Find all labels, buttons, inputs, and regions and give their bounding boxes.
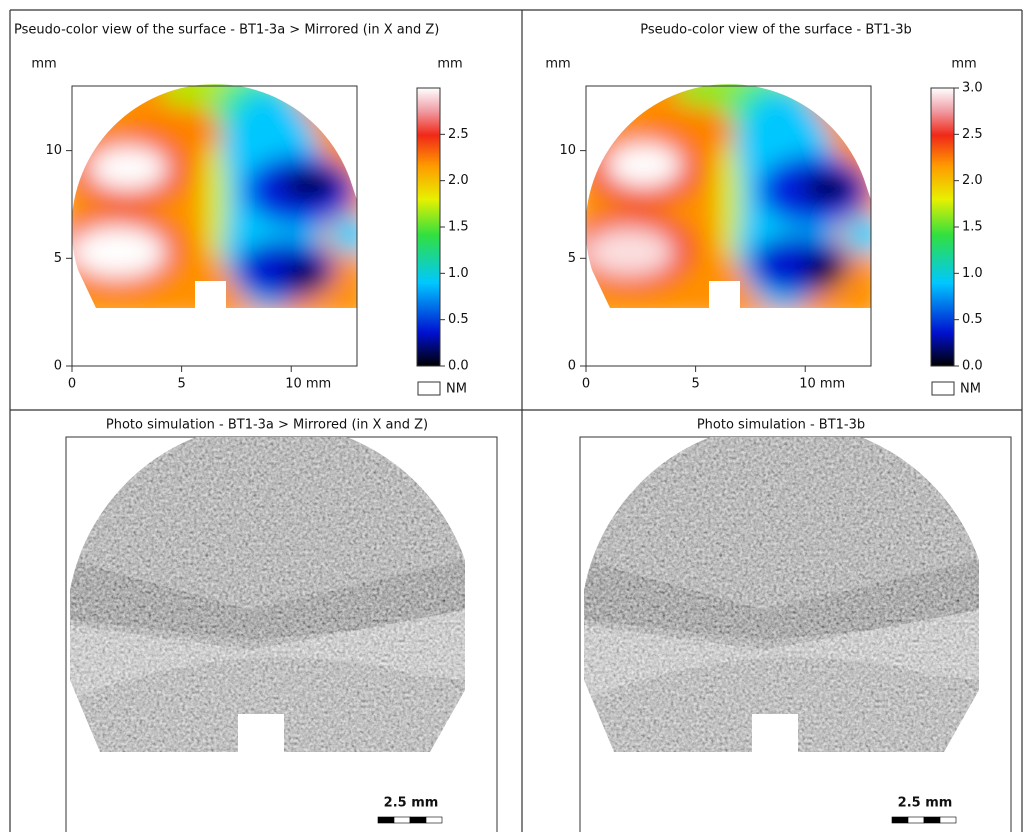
nm-label: NM (960, 382, 981, 397)
scale-seg (923, 816, 941, 824)
y-tick-label: 5 (568, 251, 576, 266)
photo-band (584, 560, 979, 640)
colorbar (416, 87, 441, 367)
nm-swatch (931, 381, 955, 396)
plot-frame (71, 85, 358, 367)
blob (801, 174, 857, 202)
scale-bar-label: 2.5 mm (384, 796, 439, 811)
y-unit: mm (545, 57, 570, 72)
blob (283, 261, 327, 289)
height-map (585, 84, 871, 309)
blob (844, 215, 871, 255)
nm-swatch (417, 381, 441, 396)
photo-texture (584, 437, 979, 752)
colorbar-tick-label: 2.5 (448, 127, 469, 142)
height-map-blobs (585, 84, 871, 309)
blob (585, 228, 674, 276)
y-tick-label: 0 (568, 359, 576, 374)
colorbar-tick-label: 2.0 (448, 173, 469, 188)
photo-panel: Photo simulation - BT1-3b (579, 418, 1012, 832)
scale-seg (377, 816, 395, 824)
photo-lower (70, 657, 465, 752)
colorbar-tick-label: 1.5 (962, 220, 983, 235)
heatmap-panel: Pseudo-color view of the surface - BT1-3… (14, 23, 469, 397)
heatmap-panel: Pseudo-color view of the surface - BT1-3… (545, 23, 982, 397)
blob (203, 140, 227, 260)
blob (280, 171, 340, 199)
blob (330, 215, 357, 255)
photo-texture (70, 437, 465, 752)
panel-title: Pseudo-color view of the surface - BT1-3… (640, 23, 911, 38)
colorbar-unit: mm (951, 57, 976, 72)
blob (717, 140, 741, 260)
blob (606, 143, 682, 187)
x-tick-label: 5 (177, 377, 185, 392)
photo-simulation (584, 437, 979, 752)
colorbar-tick-label: 2.0 (962, 173, 983, 188)
colorbar-tick-label: 0.5 (962, 312, 983, 327)
panel-title: Photo simulation - BT1-3b (697, 418, 865, 433)
nm-label: NM (446, 382, 467, 397)
y-tick-label: 5 (54, 251, 62, 266)
colorbar-tick-label: 0.5 (448, 312, 469, 327)
blob (88, 146, 168, 190)
colorbar-tick-label: 2.5 (962, 127, 983, 142)
colorbar-tick-label: 1.5 (448, 220, 469, 235)
scale-seg (425, 816, 443, 824)
y-tick-label: 0 (54, 359, 62, 374)
x-tick-label: 0 (582, 377, 590, 392)
colorbar-tick-label: 0.0 (448, 359, 469, 374)
y-tick-label: 10 (45, 143, 62, 158)
height-map-blobs (71, 84, 357, 309)
colorbar-tick-label: 1.0 (448, 266, 469, 281)
scale-bar: 2.5 mm (377, 796, 443, 824)
panel-title: Pseudo-color view of the surface - BT1-3… (14, 23, 439, 38)
photo-panel: Photo simulation - BT1-3a > Mirrored (in… (65, 418, 498, 832)
x-tick-label: 5 (691, 377, 699, 392)
y-unit: mm (31, 57, 56, 72)
colorbar-unit: mm (437, 57, 462, 72)
x-tick-label: 10 mm (285, 377, 331, 392)
scale-seg (409, 816, 427, 824)
blob (802, 254, 846, 286)
scale-seg (907, 816, 925, 824)
scale-seg (939, 816, 957, 824)
scale-bar-label: 2.5 mm (898, 796, 953, 811)
blob (71, 226, 166, 278)
colorbar-tick-label: 3.0 (962, 81, 983, 96)
height-map (71, 84, 357, 309)
y-tick-label: 10 (559, 143, 576, 158)
panel-title: Photo simulation - BT1-3a > Mirrored (in… (106, 418, 428, 433)
scale-seg (393, 816, 411, 824)
scale-bar: 2.5 mm (891, 796, 957, 824)
photo-lower (584, 657, 979, 752)
scale-seg (891, 816, 909, 824)
photo-band (70, 560, 465, 640)
colorbar-tick-label: 0.0 (962, 359, 983, 374)
x-tick-label: 0 (68, 377, 76, 392)
x-tick-label: 10 mm (799, 377, 845, 392)
panel-borders (9, 9, 1023, 832)
photo-simulation (70, 437, 465, 752)
colorbar-tick-label: 1.0 (962, 266, 983, 281)
plot-frame (585, 85, 872, 367)
colorbar (930, 87, 955, 367)
